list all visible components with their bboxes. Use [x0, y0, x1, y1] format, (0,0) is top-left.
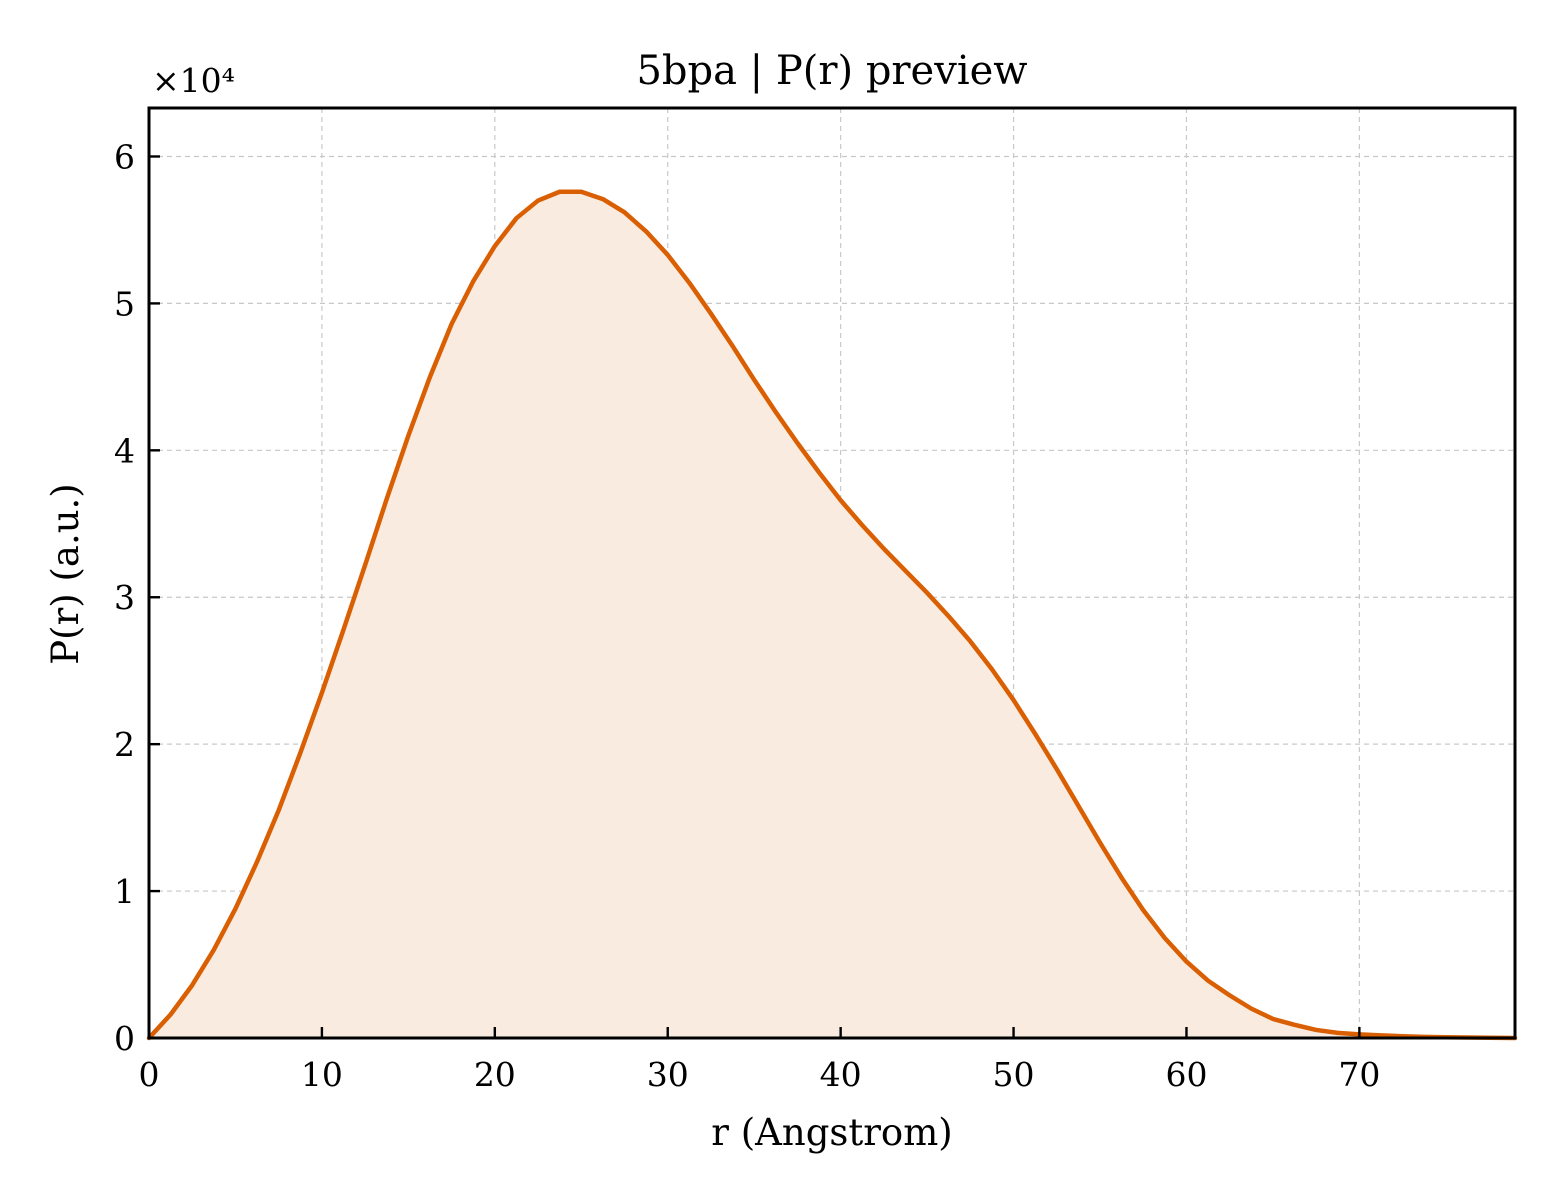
x-tick-label-0: 0 — [139, 1055, 160, 1094]
x-tick-label-6: 60 — [1165, 1055, 1207, 1094]
chart-title: 5bpa | P(r) preview — [636, 48, 1027, 94]
x-tick-label-3: 30 — [647, 1055, 689, 1094]
y-tick-label-1: 1 — [114, 872, 135, 911]
x-axis: 0 10 20 30 40 50 60 70 — [139, 1027, 1380, 1094]
x-tick-label-1: 10 — [301, 1055, 343, 1094]
y-tick-label-6: 6 — [114, 137, 135, 176]
y-tick-label-2: 2 — [114, 725, 135, 764]
plot-frame — [147, 106, 1517, 1040]
pr-series-line — [146, 189, 1518, 1041]
x-axis-label: r (Angstrom) — [711, 1111, 952, 1154]
y-tick-label-0: 0 — [114, 1019, 135, 1058]
y-axis: 0 1 2 3 4 5 6 — [114, 137, 160, 1058]
y-tick-label-5: 5 — [114, 284, 135, 323]
x-tick-label-5: 50 — [993, 1055, 1035, 1094]
y-axis-multiplier: ×10⁴ — [152, 61, 235, 100]
pr-area-fill — [149, 191, 1515, 1039]
x-tick-label-7: 70 — [1338, 1055, 1380, 1094]
y-tick-label-4: 4 — [114, 431, 135, 470]
x-tick-label-2: 20 — [474, 1055, 516, 1094]
y-tick-label-3: 3 — [114, 578, 135, 617]
x-tick-label-4: 40 — [820, 1055, 862, 1094]
y-axis-label: P(r) (a.u.) — [44, 483, 87, 665]
